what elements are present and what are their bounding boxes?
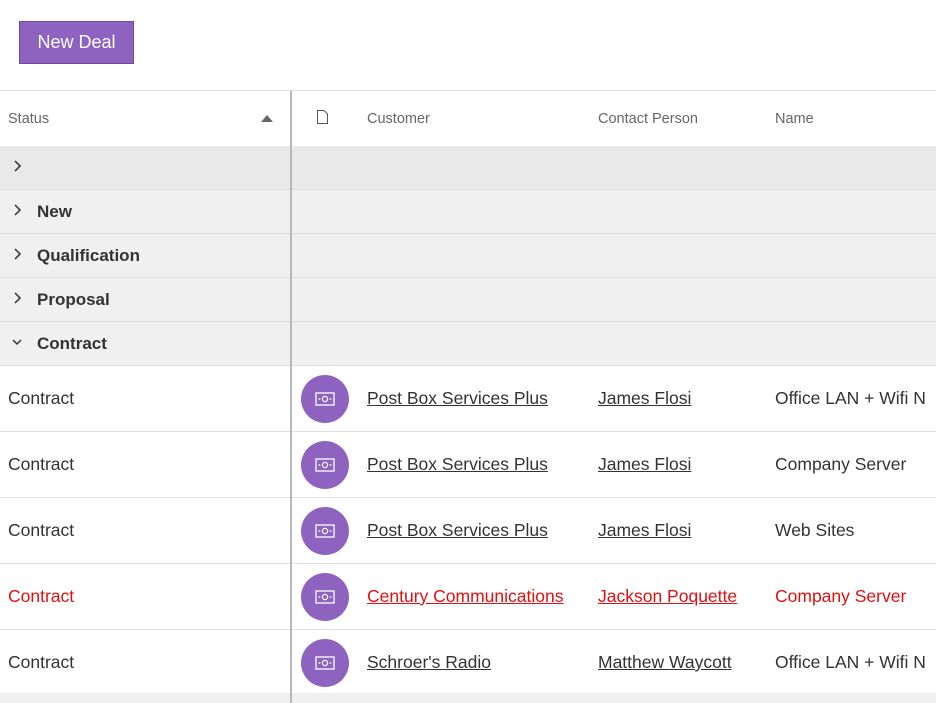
group-row-new[interactable]: New bbox=[0, 190, 936, 234]
group-row-empty[interactable] bbox=[0, 146, 936, 190]
customer-link[interactable]: Post Box Services Plus bbox=[367, 388, 548, 408]
group-row-contract[interactable]: Contract bbox=[0, 322, 936, 366]
money-bill-icon bbox=[315, 458, 335, 472]
status-cell: Contract bbox=[8, 520, 75, 540]
customer-link[interactable]: Post Box Services Plus bbox=[367, 520, 548, 540]
frozen-column-splitter[interactable] bbox=[290, 91, 292, 703]
contact-person-link[interactable]: James Flosi bbox=[598, 388, 692, 408]
group-label: Proposal bbox=[37, 290, 110, 309]
grid-header: Status Customer Contact Person Name bbox=[0, 91, 936, 147]
money-bill-icon bbox=[315, 392, 335, 406]
deal-avatar[interactable] bbox=[301, 375, 349, 423]
status-cell: Contract bbox=[8, 586, 75, 606]
group-label: Qualification bbox=[37, 246, 140, 265]
deal-name-cell: Office LAN + Wifi N bbox=[775, 388, 926, 408]
contact-person-link[interactable]: James Flosi bbox=[598, 454, 692, 474]
table-row[interactable]: Contract Post Box Services Plus James Fl… bbox=[0, 498, 936, 564]
chevron-right-icon[interactable] bbox=[12, 291, 22, 305]
sort-ascending-icon[interactable] bbox=[261, 115, 273, 122]
money-bill-icon bbox=[315, 524, 335, 538]
table-row[interactable]: Contract Schroer's Radio Matthew Waycott… bbox=[0, 630, 936, 696]
customer-link[interactable]: Schroer's Radio bbox=[367, 652, 491, 672]
deal-name-cell: Company Server bbox=[775, 586, 907, 606]
column-header-contact-person[interactable]: Contact Person bbox=[598, 111, 698, 127]
contact-person-link[interactable]: James Flosi bbox=[598, 520, 692, 540]
deal-avatar[interactable] bbox=[301, 573, 349, 621]
chevron-right-icon[interactable] bbox=[12, 203, 22, 217]
deal-name-cell: Office LAN + Wifi N bbox=[775, 652, 926, 672]
status-cell: Contract bbox=[8, 388, 75, 408]
status-cell: Contract bbox=[8, 454, 75, 474]
money-bill-icon bbox=[315, 656, 335, 670]
money-bill-icon bbox=[315, 590, 335, 604]
chevron-down-icon[interactable] bbox=[12, 335, 22, 349]
toolbar: New Deal bbox=[0, 0, 936, 90]
deal-name-cell: Web Sites bbox=[775, 520, 855, 540]
customer-link[interactable]: Post Box Services Plus bbox=[367, 454, 548, 474]
table-row[interactable]: Contract Post Box Services Plus James Fl… bbox=[0, 366, 936, 432]
group-label: New bbox=[37, 202, 72, 221]
group-row-qualification[interactable]: Qualification bbox=[0, 234, 936, 278]
deal-avatar[interactable] bbox=[301, 507, 349, 555]
group-row-proposal[interactable]: Proposal bbox=[0, 278, 936, 322]
status-cell: Contract bbox=[8, 652, 75, 672]
contact-person-link[interactable]: Jackson Poquette bbox=[598, 586, 738, 606]
group-label: Contract bbox=[37, 334, 107, 353]
contact-person-link[interactable]: Matthew Waycott bbox=[598, 652, 732, 672]
chevron-right-icon[interactable] bbox=[12, 247, 22, 261]
column-header-status[interactable]: Status bbox=[8, 111, 50, 127]
deal-avatar[interactable] bbox=[301, 639, 349, 687]
next-group-row bbox=[0, 693, 936, 703]
new-deal-button[interactable]: New Deal bbox=[19, 21, 134, 64]
deal-name-cell: Company Server bbox=[775, 454, 907, 474]
deals-grid: Status Customer Contact Person Name New … bbox=[0, 90, 936, 703]
column-header-name[interactable]: Name bbox=[775, 111, 814, 127]
column-header-customer[interactable]: Customer bbox=[367, 111, 430, 127]
table-row[interactable]: Contract Post Box Services Plus James Fl… bbox=[0, 432, 936, 498]
customer-link[interactable]: Century Communications bbox=[367, 586, 564, 606]
document-icon bbox=[317, 110, 328, 124]
chevron-right-icon[interactable] bbox=[12, 159, 22, 173]
table-row[interactable]: Contract Century Communications Jackson … bbox=[0, 564, 936, 630]
deal-avatar[interactable] bbox=[301, 441, 349, 489]
